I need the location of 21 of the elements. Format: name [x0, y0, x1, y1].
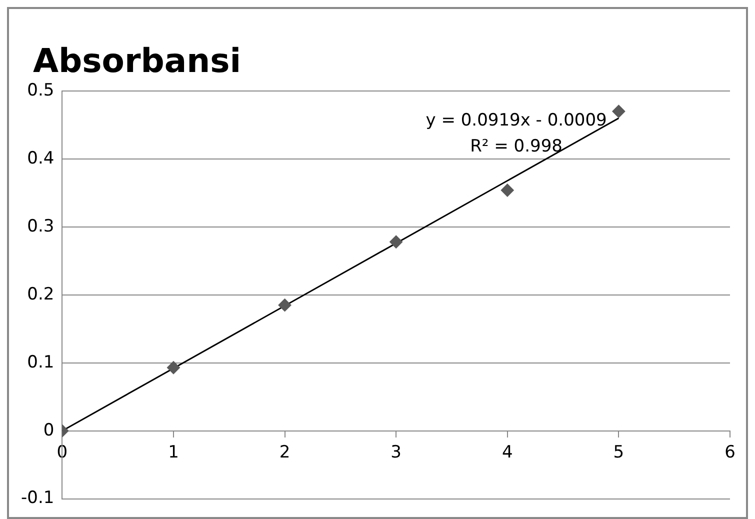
x-tick-label: 4	[502, 442, 513, 462]
annotation: R² = 0.998	[470, 136, 562, 156]
x-tick-label: 3	[390, 442, 402, 462]
y-tick-label: 0.1	[27, 352, 54, 372]
x-tick-label: 1	[168, 442, 179, 462]
chart-title: Absorbansi	[33, 41, 242, 80]
point	[166, 361, 180, 374]
y-tick-label: 0.5	[27, 80, 54, 100]
x-tick-label: 6	[724, 442, 736, 462]
y-tick-label: 0.4	[27, 148, 54, 168]
y-tick-label: 0	[43, 420, 54, 440]
point	[500, 184, 514, 197]
point	[390, 235, 403, 248]
point	[612, 104, 626, 118]
x-tick-label: 5	[613, 442, 624, 462]
y-tick-label: 0.3	[27, 216, 54, 236]
annotation: y = 0.0919x - 0.0009	[426, 110, 607, 130]
x-tick-label: 2	[279, 442, 290, 462]
y-tick-label: 0.2	[27, 284, 54, 304]
y-tick-label: -0.1	[21, 488, 54, 508]
point	[278, 298, 292, 312]
